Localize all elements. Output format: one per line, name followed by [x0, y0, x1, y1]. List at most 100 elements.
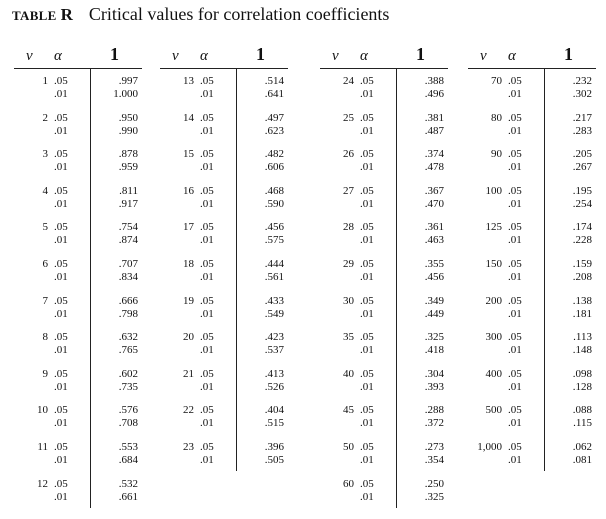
row-value-01: .834: [118, 271, 138, 283]
row-value-05: .062: [572, 441, 592, 453]
row-nu: 150: [485, 258, 503, 270]
row-value-05: .138: [572, 294, 592, 307]
row-alpha-01: .01: [200, 380, 214, 393]
row-alpha-01: .01: [54, 490, 68, 503]
column-header: ν α 1: [468, 44, 598, 68]
table-row: 4 .05.01 .811.917: [14, 185, 144, 219]
row-value-05: .413: [264, 367, 284, 380]
row-nu: 7: [42, 294, 49, 307]
table-block-2: ν α 1 13.05.01.514.641 14.05.01.497.623 15.05…: [160, 44, 290, 514]
row-nu: 24: [343, 75, 354, 87]
table-block-1: ν α 1 1.05.01.997 1.000 2.05.01.950.990 3.05.0…: [14, 44, 144, 514]
table-row: 9 .05.01 .602.735: [14, 368, 144, 402]
row-alpha-01: .01: [54, 271, 68, 283]
row-value-01: .181: [572, 307, 592, 320]
nu-header: ν: [26, 48, 33, 64]
row-nu: 80: [491, 111, 502, 124]
row-alpha-05: .05: [508, 294, 522, 307]
table-row: 5 .05.01 .754.874: [14, 221, 144, 255]
row-nu: 50: [343, 441, 354, 453]
table-row: 24 .05.01 .388.496: [320, 75, 450, 109]
row-value-01: .267: [572, 161, 592, 174]
row-value-05: .456: [264, 221, 284, 234]
row-nu: 22: [183, 404, 194, 417]
row-value-05: .482: [264, 148, 284, 161]
row-value-05: .304: [424, 367, 444, 380]
table-label: TABLE: [12, 8, 57, 23]
table-letter: R: [60, 5, 73, 24]
row-alpha-01: .01: [360, 271, 374, 283]
tails-header: 1: [564, 44, 573, 64]
row-alpha-05: .05: [54, 441, 68, 453]
table-row: 3 .05.01 .878.959: [14, 148, 144, 182]
row-alpha-01: .01: [508, 234, 522, 247]
row-alpha-05: .05: [360, 148, 374, 161]
row-alpha-05: .05: [54, 75, 68, 87]
row-nu: 6: [42, 258, 49, 270]
table-row: 35 .05.01 .325.418: [320, 331, 450, 365]
row-value-01: .641: [264, 88, 284, 100]
row-alpha-01: .01: [360, 307, 374, 320]
row-alpha-05: .05: [360, 258, 374, 270]
row-alpha-05: .05: [54, 404, 68, 417]
row-nu: 27: [343, 184, 354, 197]
row-value-05: .632: [118, 331, 138, 344]
row-alpha-01: .01: [508, 124, 522, 137]
row-value-05: .381: [424, 111, 444, 124]
row-nu: 20: [183, 331, 194, 344]
row-value-01: .302: [572, 88, 592, 100]
row-nu: 60: [343, 477, 354, 490]
row-alpha-01: .01: [200, 88, 214, 100]
row-nu: 1: [42, 75, 49, 87]
row-value-05: .602: [118, 367, 138, 380]
row-alpha-05: .05: [360, 404, 374, 417]
row-nu: 35: [343, 331, 354, 344]
table-row: 60 .05.01 .250.325: [320, 478, 450, 512]
row-value-01: .537: [264, 344, 284, 357]
row-value-05: .396: [264, 441, 284, 453]
row-nu: 25: [343, 111, 354, 124]
row-value-05: .497: [264, 111, 284, 124]
table-row: 27 .05.01 .367.470: [320, 185, 450, 219]
row-alpha-05: .05: [54, 148, 68, 161]
row-alpha-05: .05: [508, 148, 522, 161]
row-value-05: .098: [572, 367, 592, 380]
table-row: 70 .05.01 .232.302: [468, 75, 598, 109]
row-alpha-05: .05: [360, 111, 374, 124]
header-rule: [14, 68, 142, 69]
row-value-05: .878: [118, 148, 138, 161]
table-row: 26 .05.01 .374.478: [320, 148, 450, 182]
table-row: 21 .05.01 .413.526: [160, 368, 290, 402]
table-row: 17 .05.01 .456.575: [160, 221, 290, 255]
row-value-01: .081: [572, 454, 592, 466]
row-value-01: .505: [264, 454, 284, 466]
row-value-01: .765: [118, 344, 138, 357]
row-value-05: .325: [424, 331, 444, 344]
row-alpha-01: .01: [360, 88, 374, 100]
row-value-01: .575: [264, 234, 284, 247]
row-alpha-01: .01: [200, 417, 214, 430]
row-value-01: .606: [264, 161, 284, 174]
tails-header: 1: [256, 44, 265, 64]
row-nu: 12: [37, 477, 48, 490]
row-value-01: .623: [264, 124, 284, 137]
table-row: 50 .05.01 .273.354: [320, 441, 450, 475]
table-row: 40 .05.01 .304.393: [320, 368, 450, 402]
row-nu: 45: [343, 404, 354, 417]
row-nu: 400: [485, 367, 503, 380]
row-alpha-05: .05: [360, 477, 374, 490]
row-alpha-05: .05: [508, 221, 522, 234]
row-value-01: .228: [572, 234, 592, 247]
table-row: 125 .05.01 .174.228: [468, 221, 598, 255]
row-value-05: .113: [573, 331, 592, 344]
row-alpha-05: .05: [360, 184, 374, 197]
row-nu: 16: [183, 184, 194, 197]
row-alpha-05: .05: [200, 404, 214, 417]
row-alpha-05: .05: [360, 367, 374, 380]
row-value-05: .514: [264, 75, 284, 87]
row-value-05: .423: [264, 331, 284, 344]
row-nu: 70: [491, 75, 502, 87]
row-alpha-05: .05: [54, 111, 68, 124]
row-nu: 11: [37, 441, 48, 453]
table-row: 8 .05.01 .632.765: [14, 331, 144, 365]
